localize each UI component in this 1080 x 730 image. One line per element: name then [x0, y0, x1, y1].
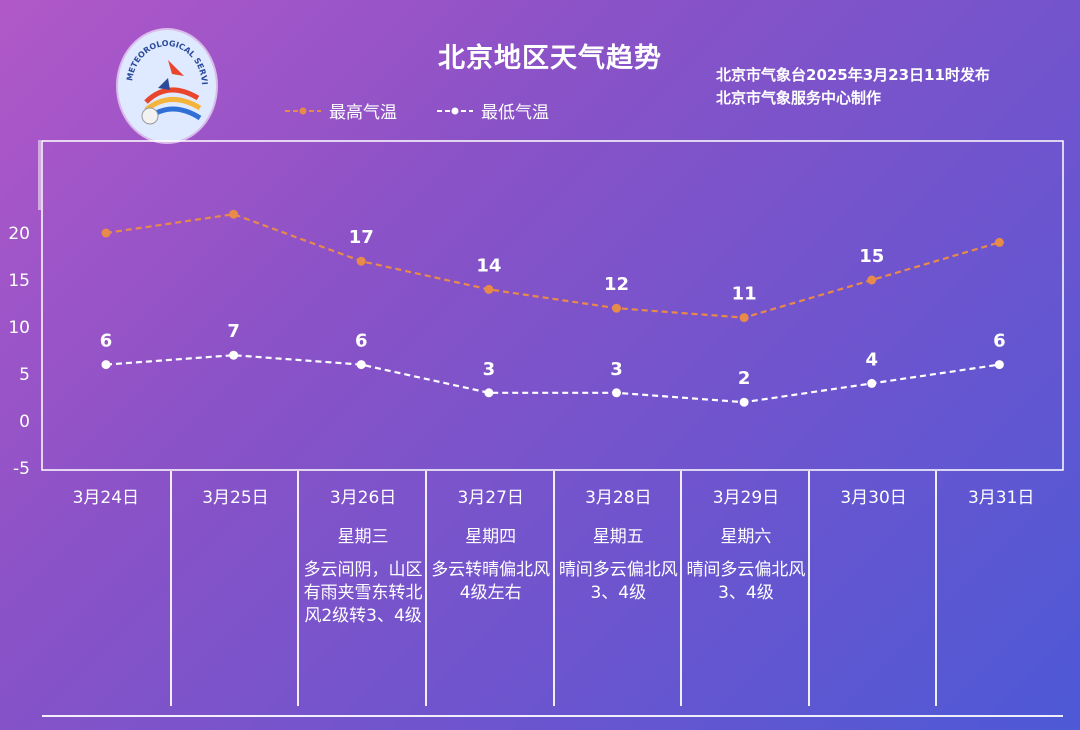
forecast-date: 3月30日 — [840, 488, 907, 508]
forecast-column: 3月26日星期三多云间阴，山区有雨夹雪东转北风2级转3、4级 — [297, 471, 427, 706]
forecast-date: 3月24日 — [72, 488, 140, 508]
low-temp-point — [994, 360, 1004, 370]
page-title: 北京地区天气趋势 — [438, 43, 662, 74]
legend-high-label: 最高气温 — [329, 103, 397, 123]
y-tick-label: 0 — [19, 412, 30, 432]
high-temp-point — [739, 313, 749, 323]
forecast-column: 3月27日星期四多云转晴偏北风4级左右 — [424, 471, 555, 706]
low-temp-label: 6 — [993, 331, 1006, 352]
forecast-date: 3月31日 — [967, 488, 1035, 508]
forecast-date: 3月28日 — [585, 488, 652, 508]
legend-item-low: 最低气温 — [437, 98, 549, 123]
forecast-description: 多云间阴，山区有雨夹雪东转北风2级转3、4级 — [303, 560, 423, 626]
forecast-bottom-border — [42, 715, 1063, 717]
y-tick-label: -5 — [13, 459, 30, 475]
high-temp-point — [994, 237, 1004, 247]
high-temp-label: 11 — [732, 284, 757, 305]
low-temp-label: 3 — [483, 359, 496, 380]
high-temp-label: 12 — [604, 274, 629, 295]
legend-item-high: 最高气温 — [285, 98, 397, 123]
high-temp-point — [867, 275, 877, 285]
y-tick-label: 5 — [19, 365, 30, 385]
low-temp-label: 6 — [355, 331, 368, 352]
plot-frame — [41, 140, 1064, 471]
low-temp-label: 3 — [610, 359, 623, 380]
high-temp-point — [229, 209, 239, 219]
high-temp-point — [101, 228, 111, 238]
forecast-table: 3月24日 3月25日 3月26日星期三多云间阴，山区有雨夹雪东转北风2级转3、4级… — [42, 471, 1063, 711]
low-temp-point — [229, 350, 239, 360]
temperature-chart: -5 0 5 10 15 20 17 14 12 11 15 6 7 6 3 3 2 4 6 — [8, 140, 1064, 475]
forecast-column: 3月31日 — [935, 471, 1065, 706]
high-temp-point — [356, 256, 366, 266]
publisher-info: 北京市气象台2025年3月23日11时发布 北京市气象服务中心制作 — [716, 64, 990, 110]
forecast-description: 晴间多云偏北风3、4级 — [558, 560, 678, 603]
high-temp-label: 17 — [349, 227, 374, 248]
low-temp-label: 7 — [227, 321, 240, 342]
y-tick-label: 20 — [8, 224, 30, 244]
high-temp-point — [484, 284, 494, 294]
forecast-column: 3月30日 — [807, 471, 938, 706]
y-tick-label: 10 — [8, 318, 30, 338]
forecast-date: 3月25日 — [202, 488, 269, 508]
forecast-column: 3月29日星期六晴间多云偏北风3、4级 — [680, 471, 810, 706]
legend-low-label: 最低气温 — [481, 103, 549, 123]
forecast-column: 3月25日 — [169, 471, 300, 706]
forecast-column: 3月24日 — [42, 471, 170, 706]
high-temp-line — [105, 213, 1000, 319]
high-temp-label: 14 — [476, 255, 501, 276]
chart-legend: 最高气温 最低气温 — [285, 98, 549, 123]
low-temp-label: 2 — [738, 368, 751, 389]
forecast-description: 晴间多云偏北风3、4级 — [686, 560, 806, 603]
low-temp-label: 4 — [865, 349, 878, 370]
forecast-description: 多云转晴偏北风4级左右 — [431, 560, 551, 603]
forecast-column: 3月28日星期五晴间多云偏北风3、4级 — [552, 471, 683, 706]
edge-decoration — [38, 140, 41, 210]
forecast-weekday: 星期五 — [592, 527, 644, 547]
forecast-date: 3月26日 — [329, 488, 397, 508]
low-temp-label: 6 — [100, 331, 113, 352]
low-temp-point — [867, 378, 877, 388]
low-temp-point — [484, 388, 494, 398]
forecast-weekday: 星期六 — [720, 527, 772, 547]
low-temp-point — [356, 360, 366, 370]
y-tick-label: 15 — [8, 271, 30, 291]
low-temp-point — [612, 388, 621, 398]
forecast-weekday: 星期三 — [337, 527, 389, 547]
legend-high-swatch — [285, 107, 321, 114]
high-temp-point — [612, 303, 621, 313]
low-temp-line — [105, 354, 1000, 404]
high-temp-label: 15 — [859, 246, 884, 267]
forecast-weekday: 星期四 — [465, 527, 517, 547]
publisher-line-1: 北京市气象台2025年3月23日11时发布 — [716, 66, 990, 84]
forecast-date: 3月29日 — [712, 488, 780, 508]
forecast-date: 3月27日 — [457, 488, 524, 508]
low-temp-point — [739, 397, 749, 407]
publisher-line-2: 北京市气象服务中心制作 — [716, 89, 882, 107]
low-temp-point — [101, 360, 111, 370]
legend-low-swatch — [437, 107, 473, 114]
